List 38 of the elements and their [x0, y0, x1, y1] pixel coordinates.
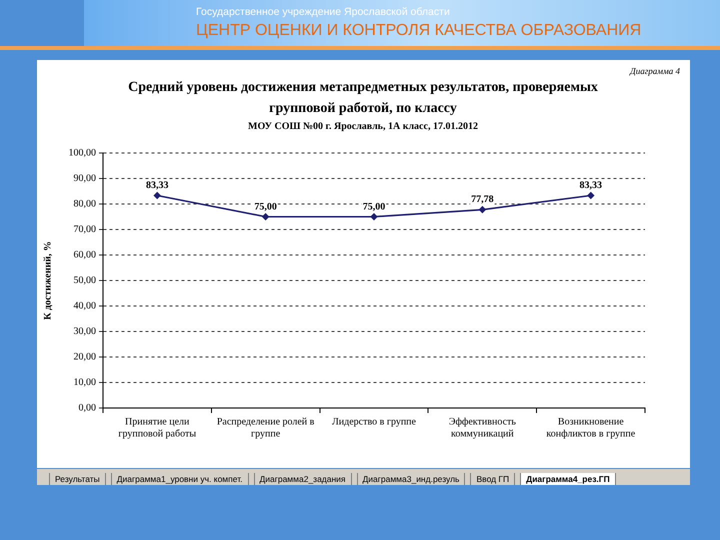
y-tick-label: 0,00 [78, 402, 96, 414]
x-tick-label: Принятие цели групповой работы [118, 416, 196, 440]
text: Диаграмма4_рез.ГП [520, 473, 616, 485]
y-tick-label: 100,00 [68, 148, 96, 159]
y-tick-label: 10,00 [74, 377, 96, 388]
data-label: 77,78 [471, 194, 494, 206]
chart-title: Средний уровень достижения метапредметных результатов, проверяемых групповой работой, по классу [127, 79, 599, 118]
point [479, 206, 486, 214]
y-tick-label: 20,00 [74, 352, 96, 363]
y-axis-title: К достижений, % [42, 241, 54, 320]
y-tick-label: 90,00 [74, 173, 96, 184]
text: Диаграмма 4 [630, 66, 680, 76]
data-label: 75,00 [362, 201, 386, 212]
point [370, 213, 378, 220]
y-tick-label: 60,00 [74, 250, 96, 261]
text: ЦЕНТР ОЦЕНКИ И КОНТРОЛЯ КАЧЕСТВА ОБРАЗОВАНИЯ [196, 22, 642, 40]
text: Государственное учреждение Ярославской области [196, 6, 450, 18]
point [587, 192, 594, 199]
text: Диаграмма1_уровни уч. компет. [110, 473, 249, 485]
y-tick-label: 50,00 [74, 275, 96, 286]
point [262, 213, 269, 220]
y-tick-label: 70,00 [74, 224, 96, 236]
chart-subtitle: МОУ СОШ №00 г. Ярославль, 1А класс, 17.01.2012 [247, 121, 479, 132]
text: Диаграмма2_задания [254, 473, 352, 485]
y-tick-label: 40,00 [74, 300, 96, 312]
text: Диаграмма3_инд.резуль [356, 473, 466, 485]
text: Ввод ГП [470, 473, 516, 485]
y-tick-label: 30,00 [74, 326, 96, 338]
x-tick-label: Возникновение конфликтов в группе [546, 416, 636, 440]
data-label: 83,33 [146, 180, 168, 192]
y-tick-label: 80,00 [74, 198, 96, 210]
x-tick-label: Распределение ролей в группе [216, 416, 315, 440]
data-label: 83,33 [580, 180, 602, 192]
text: Результаты [49, 473, 106, 485]
x-tick-label: Лидерство в группе [332, 416, 417, 428]
data-label: 75,00 [254, 201, 277, 212]
point [154, 192, 161, 199]
x-tick-label: Эффективность коммуникаций [448, 416, 516, 440]
